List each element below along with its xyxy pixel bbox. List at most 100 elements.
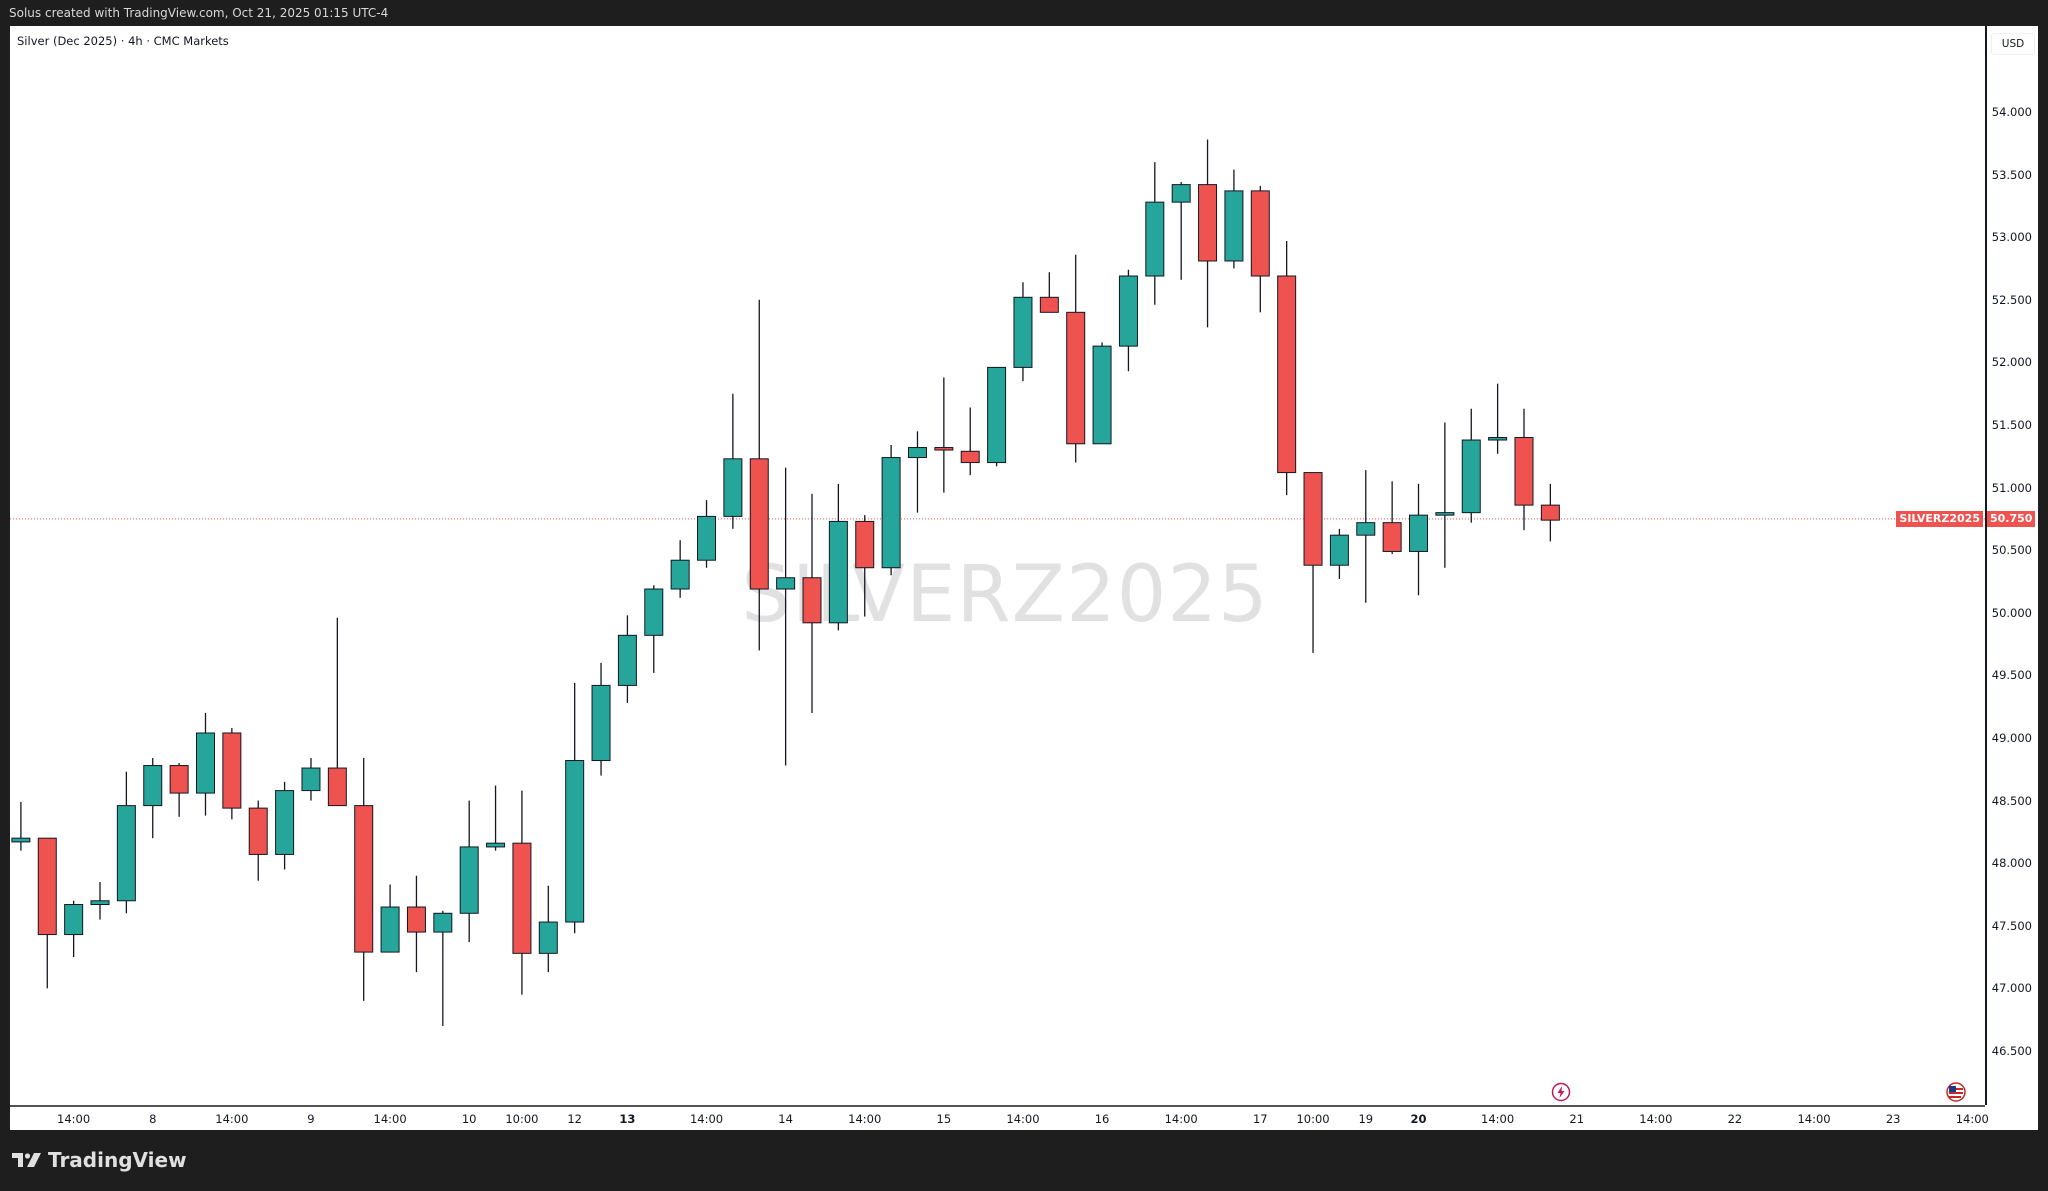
candle[interactable] — [1461, 408, 1481, 523]
time-tick-label: 20 — [1410, 1112, 1427, 1126]
candle-body — [512, 842, 532, 954]
candle[interactable] — [459, 800, 479, 943]
candle[interactable] — [1514, 408, 1534, 531]
candle[interactable] — [1409, 483, 1429, 596]
candle[interactable] — [776, 467, 796, 766]
candle-body — [987, 366, 1007, 464]
candle[interactable] — [1039, 272, 1059, 313]
candle[interactable] — [538, 885, 558, 973]
candle[interactable] — [723, 393, 743, 529]
candle[interactable] — [1092, 342, 1112, 445]
candle[interactable] — [301, 758, 321, 801]
candle[interactable] — [1145, 162, 1165, 305]
candle[interactable] — [1224, 169, 1244, 269]
candle[interactable] — [248, 800, 268, 881]
price-tick-label: 52.000 — [1991, 355, 2032, 370]
candle[interactable] — [380, 884, 400, 953]
candle-body — [1409, 514, 1429, 552]
candle[interactable] — [1435, 422, 1455, 568]
candle-body — [538, 921, 558, 954]
candle[interactable] — [1198, 139, 1218, 328]
candle-body — [749, 458, 769, 590]
candle-body — [459, 846, 479, 914]
candle[interactable] — [64, 900, 84, 958]
candle-body — [1171, 184, 1191, 203]
us-flag-icon[interactable] — [1946, 1082, 1966, 1102]
candle[interactable] — [116, 771, 136, 914]
candle[interactable] — [749, 299, 769, 651]
candle[interactable] — [617, 615, 637, 703]
candle[interactable] — [11, 801, 31, 851]
plot-area[interactable]: SILVERZ2025 Silver (Dec 2025) · 4h · CMC… — [10, 26, 1985, 1105]
candle[interactable] — [1356, 470, 1376, 603]
candle[interactable] — [987, 366, 1007, 467]
candle[interactable] — [169, 763, 189, 817]
candle[interactable] — [37, 837, 57, 989]
candle[interactable] — [143, 758, 163, 839]
candle[interactable] — [406, 875, 426, 973]
candle[interactable] — [433, 910, 453, 1026]
price-axis[interactable]: USD 50.750 54.000 53.500 53.000 52.500 52.00… — [1985, 26, 2038, 1105]
candle[interactable] — [1382, 481, 1402, 554]
candle[interactable] — [644, 585, 664, 673]
lightning-icon[interactable] — [1551, 1082, 1571, 1102]
candle[interactable] — [855, 515, 875, 617]
currency-button[interactable]: USD — [1991, 33, 2035, 55]
time-tick-label: 16 — [1094, 1112, 1110, 1126]
candle-body — [1145, 201, 1165, 277]
candle-body — [591, 684, 611, 762]
price-tick-label: 47.500 — [1991, 918, 2032, 933]
candle-body — [881, 457, 901, 569]
candle-body — [1356, 522, 1376, 536]
candle-body — [1198, 184, 1218, 262]
time-tick-label: 14:00 — [848, 1112, 882, 1126]
time-tick-label: 21 — [1569, 1112, 1585, 1126]
price-tick-label: 51.500 — [1991, 418, 2032, 432]
candle[interactable] — [591, 662, 611, 776]
candle[interactable] — [1277, 240, 1297, 496]
candle-body — [1039, 296, 1059, 313]
candle[interactable] — [1488, 383, 1508, 454]
candle[interactable] — [275, 781, 295, 870]
candle[interactable] — [934, 377, 954, 493]
candle[interactable] — [881, 445, 901, 576]
candle[interactable] — [354, 758, 374, 1001]
chart-legend[interactable]: Silver (Dec 2025) · 4h · CMC Markets — [17, 34, 229, 48]
candle[interactable] — [1118, 269, 1138, 372]
candle-body — [1514, 437, 1534, 506]
candle[interactable] — [486, 785, 506, 851]
time-tick-label: 14:00 — [1006, 1112, 1040, 1126]
candle[interactable] — [1250, 185, 1270, 313]
tradingview-logo-icon — [12, 1153, 41, 1167]
candle-body — [1382, 522, 1402, 552]
snapshot-caption: Solus created with TradingView.com, Oct … — [9, 6, 389, 20]
candle[interactable] — [90, 881, 110, 920]
time-tick-label: 15 — [936, 1112, 952, 1126]
candle[interactable] — [222, 727, 242, 820]
candle[interactable] — [960, 407, 980, 476]
candle-body — [37, 837, 57, 936]
candle[interactable] — [565, 682, 585, 934]
candle[interactable] — [907, 431, 927, 513]
candle[interactable] — [1303, 472, 1323, 653]
time-axis[interactable]: 14:00 8 14:00 9 14:00 10 10:00 12 13 14:00 14 14:00… — [10, 1105, 1989, 1130]
time-tick-label: 14:00 — [1797, 1112, 1831, 1126]
candle[interactable] — [327, 617, 347, 807]
candle[interactable] — [697, 500, 717, 568]
price-tick-label: 51.000 — [1991, 480, 2032, 495]
tradingview-logo[interactable]: TradingView — [12, 1148, 187, 1172]
time-tick-label: 10:00 — [1296, 1112, 1330, 1126]
price-tick-label: 52.500 — [1991, 292, 2032, 307]
time-tick-label: 14:00 — [373, 1112, 407, 1126]
candle[interactable] — [1066, 254, 1086, 463]
candle[interactable] — [1540, 483, 1560, 542]
candle-body — [301, 767, 321, 792]
candle[interactable] — [828, 483, 848, 631]
candle[interactable] — [1013, 282, 1033, 382]
candle[interactable] — [512, 790, 532, 995]
candle[interactable] — [1329, 528, 1349, 579]
candle[interactable] — [670, 540, 690, 598]
candle[interactable] — [195, 712, 215, 816]
candle[interactable] — [802, 493, 822, 713]
candle[interactable] — [1171, 182, 1191, 280]
